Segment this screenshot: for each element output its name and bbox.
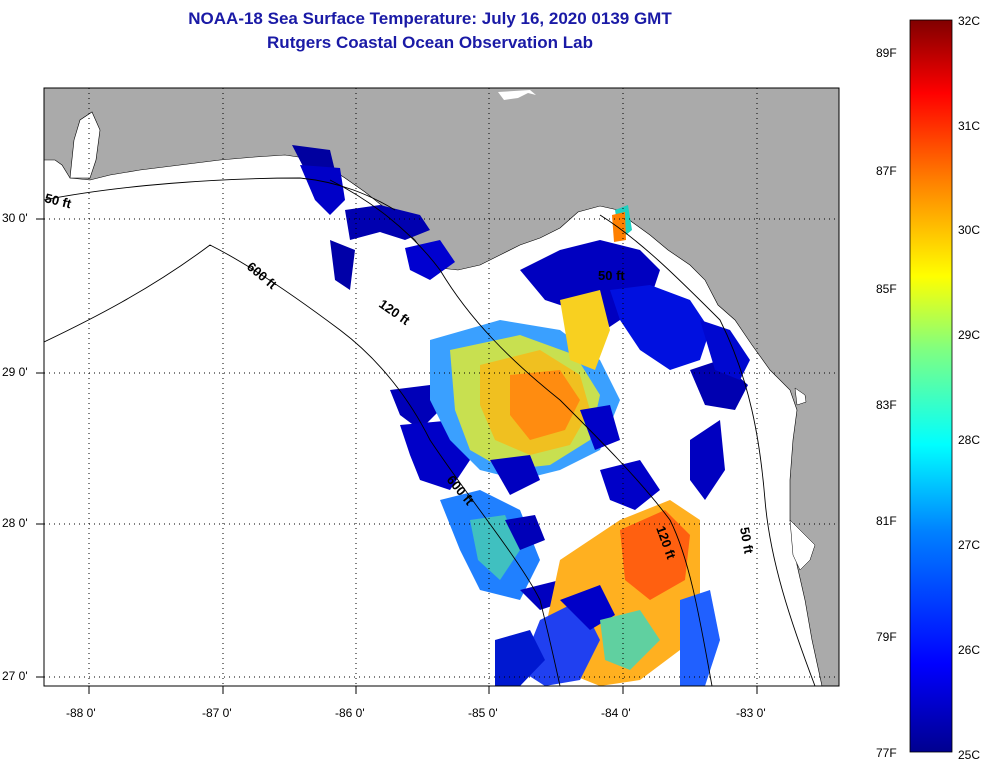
longitude-label: -83 0' xyxy=(736,706,766,720)
colorbar-f-label: 81F xyxy=(876,514,897,528)
colorbar-f-label: 77F xyxy=(876,746,897,760)
colorbar-c-label: 30C xyxy=(958,223,981,237)
map-subtitle: Rutgers Coastal Ocean Observation Lab xyxy=(267,33,593,52)
colorbar-c-label: 31C xyxy=(958,119,981,133)
colorbar-f-label: 83F xyxy=(876,398,897,412)
longitude-label: -88 0' xyxy=(66,706,96,720)
longitude-label: -86 0' xyxy=(335,706,365,720)
latitude-label: 28 0' xyxy=(2,516,28,530)
contour-label: 50 ft xyxy=(598,268,625,283)
colorbar-c-label: 32C xyxy=(958,14,981,28)
colorbar xyxy=(909,19,953,753)
contour-label: 50 ft xyxy=(43,190,73,211)
contour-label: 50 ft xyxy=(737,526,757,556)
map-title: NOAA-18 Sea Surface Temperature: July 16… xyxy=(188,9,672,28)
longitude-label: -85 0' xyxy=(468,706,498,720)
colorbar-c-label: 25C xyxy=(958,748,981,762)
land-mass xyxy=(44,88,839,686)
colorbar-c-label: 29C xyxy=(958,328,981,342)
latitude-label: 29 0' xyxy=(2,365,28,379)
colorbar-f-label: 85F xyxy=(876,282,897,296)
plot-frame xyxy=(43,87,840,687)
bathymetry-contours xyxy=(44,177,816,686)
colorbar-f-label: 79F xyxy=(876,630,897,644)
longitude-label: -87 0' xyxy=(202,706,232,720)
colorbar-c-label: 28C xyxy=(958,433,981,447)
colorbar-f-label: 87F xyxy=(876,164,897,178)
colorbar-c-label: 27C xyxy=(958,538,981,552)
latitude-label: 27 0' xyxy=(2,669,28,683)
colorbar-c-label: 26C xyxy=(958,643,981,657)
longitude-label: -84 0' xyxy=(601,706,631,720)
colorbar-f-label: 89F xyxy=(876,46,897,60)
latitude-label: 30 0' xyxy=(2,211,28,225)
